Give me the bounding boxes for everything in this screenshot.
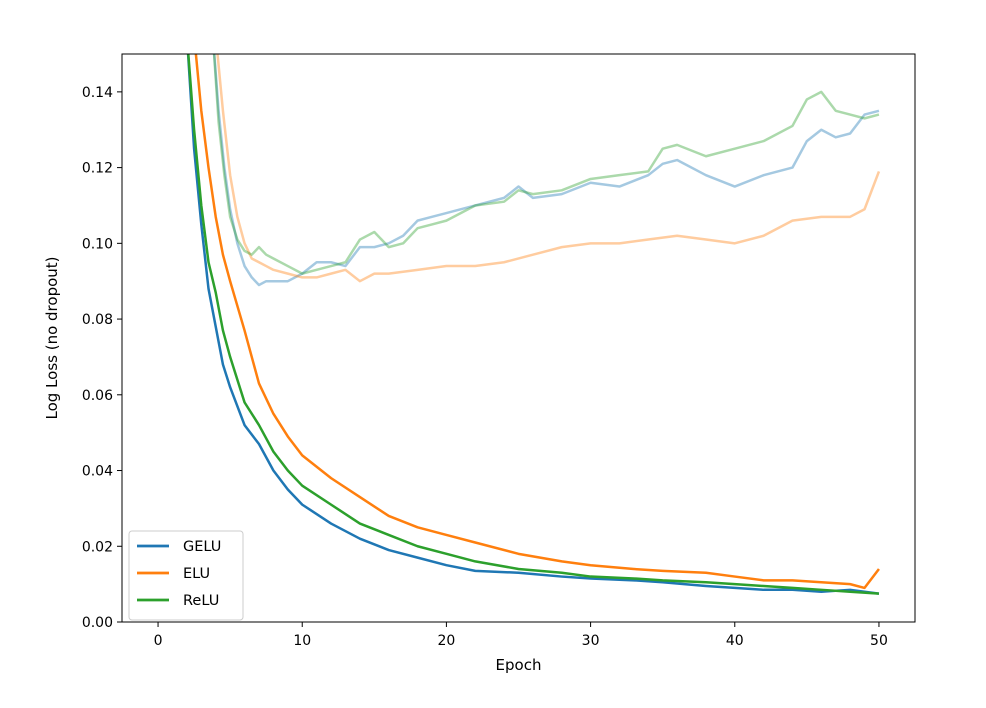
x-tick-label: 40	[726, 633, 744, 649]
legend-label-elu: ELU	[183, 566, 210, 582]
x-tick-label: 10	[293, 633, 311, 649]
legend-label-relu: ReLU	[183, 593, 219, 609]
x-tick-label: 50	[870, 633, 888, 649]
x-tick-label: 30	[582, 633, 600, 649]
y-tick-label: 0.10	[82, 236, 113, 252]
ticks-layer: 0 10 20 30 40 50 0.00 0.02 0.04 0.06 0.08 0.10 0.12 0…	[82, 85, 888, 649]
y-tick-label: 0.02	[82, 539, 113, 555]
x-tick-label: 0	[154, 633, 163, 649]
y-axis-label: Log Loss (no dropout)	[43, 256, 61, 419]
y-tick-label: 0.00	[82, 615, 113, 631]
y-tick-label: 0.14	[82, 85, 113, 101]
x-axis-label: Epoch	[496, 656, 542, 674]
plot-frame	[121, 53, 916, 623]
legend-label-gelu: GELU	[183, 539, 221, 555]
series-line-gelu-validation	[213, 54, 880, 287]
x-tick-label: 20	[437, 633, 455, 649]
series-line-elu-validation	[216, 54, 881, 283]
series-line-gelu-train	[186, 54, 880, 595]
legend-items: GELU ELU ReLU	[137, 539, 221, 609]
series-line-relu-train	[187, 54, 880, 595]
series-layer	[186, 54, 881, 595]
y-tick-label: 0.08	[82, 312, 113, 328]
series-line-relu-validation	[212, 54, 880, 275]
y-tick-label: 0.12	[82, 161, 113, 177]
legend-box	[128, 530, 244, 621]
legend: GELU ELU ReLU	[128, 530, 244, 621]
series-line-elu-train	[194, 54, 880, 590]
y-tick-label: 0.04	[82, 464, 113, 480]
y-tick-label: 0.06	[82, 388, 113, 404]
